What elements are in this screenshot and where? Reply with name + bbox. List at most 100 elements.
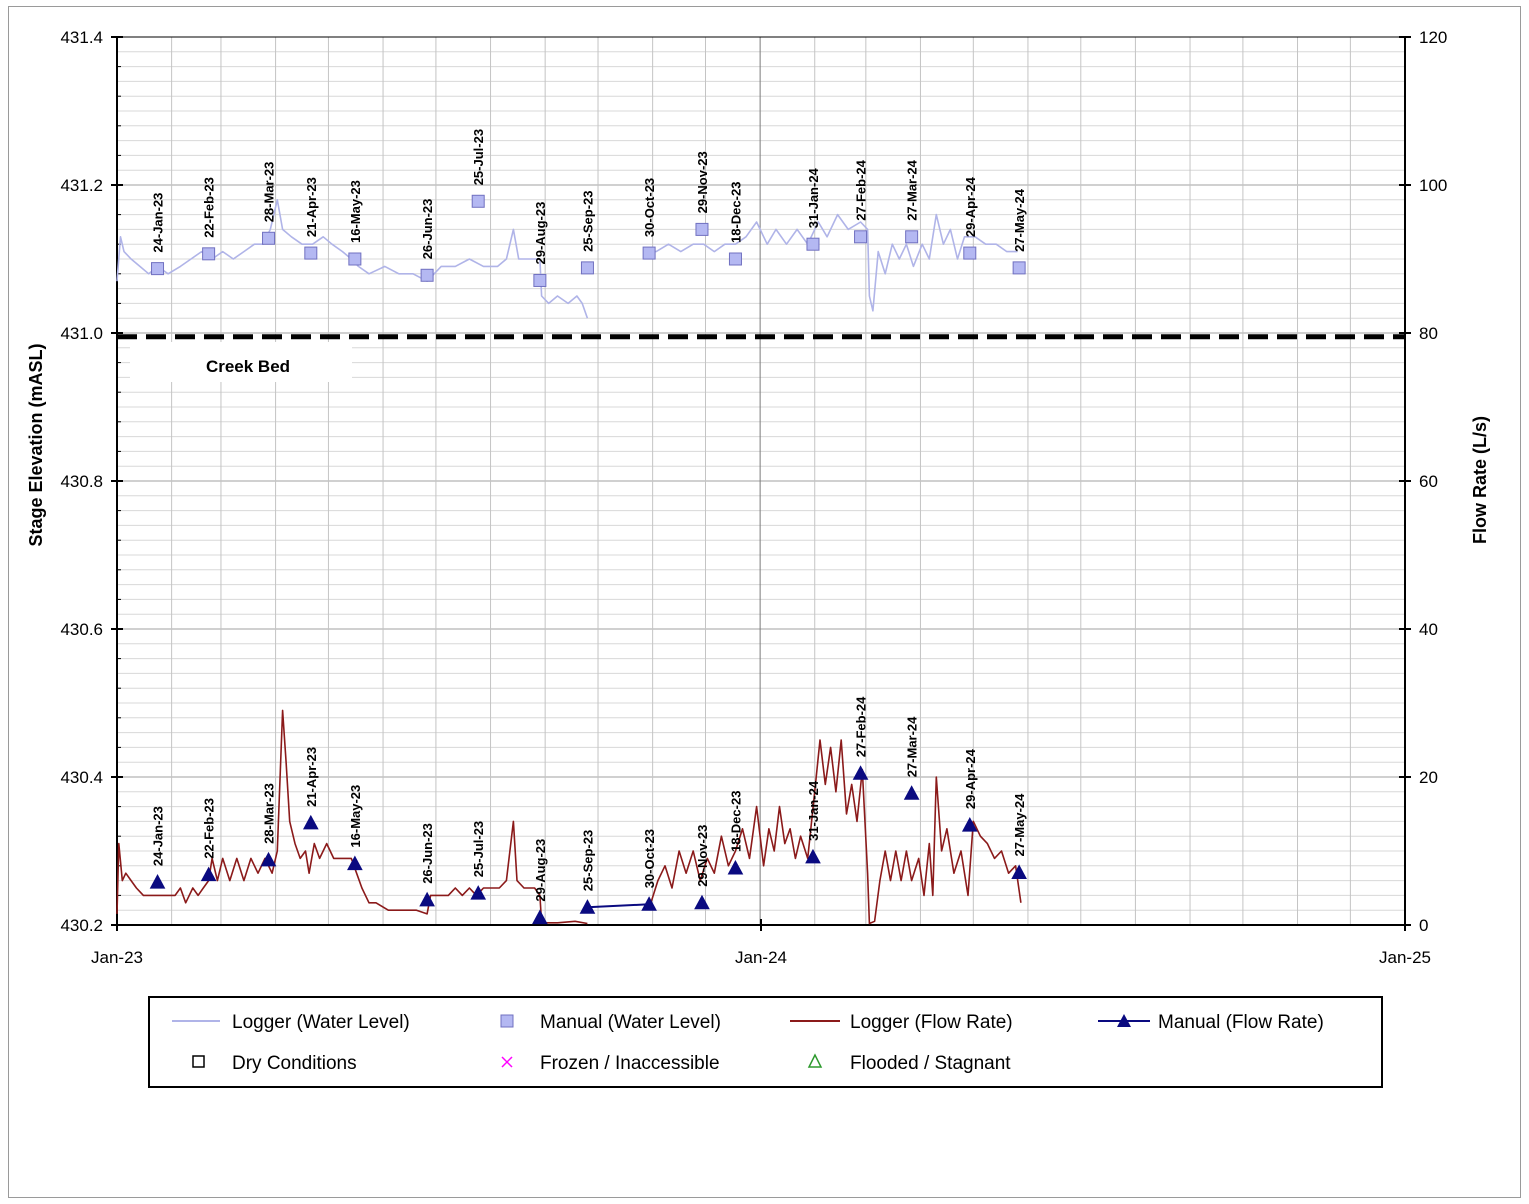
water-level-date-label: 27-Mar-24 [905, 159, 920, 220]
water-level-date-label: 21-Apr-23 [304, 177, 319, 237]
creek-bed-label-box [130, 342, 352, 382]
y-left-tick-label: 431.2 [60, 176, 103, 195]
flow-rate-date-label: 21-Apr-23 [304, 747, 319, 807]
legend-label: Flooded / Stagnant [850, 1053, 1011, 1074]
flow-rate-date-label: 24-Jan-23 [151, 806, 166, 866]
y-right-tick-label: 100 [1419, 176, 1447, 195]
water-level-date-label: 29-Aug-23 [533, 202, 548, 265]
flow-rate-date-label: 27-Mar-24 [905, 716, 920, 777]
y-left-tick-label: 430.2 [60, 916, 103, 935]
manual-water-level-marker [580, 261, 594, 275]
manual-water-level-marker [151, 262, 165, 276]
manual-water-level-marker [728, 252, 742, 266]
manual-flow-rate-marker [903, 785, 920, 800]
manual-flow-rate-marker [1011, 864, 1027, 879]
flow-rate-date-label: 25-Jul-23 [471, 821, 486, 877]
axes: 430.2 430.4 430.6 430.8 431.0 431.2 431.4 0 20 40… [60, 28, 1447, 967]
manual-flow-rate-marker [260, 851, 277, 867]
manual-water-level-marker [1012, 261, 1026, 275]
manual-flow-rate-marker [200, 866, 217, 882]
x-tick-label: Jan-24 [735, 948, 787, 967]
date-annotations: 24-Jan-23 22-Feb-23 28-Mar-23 21-Apr-23 16-M… [151, 129, 1028, 902]
flow-rate-date-label: 27-Feb-24 [854, 696, 869, 757]
manual-flow-rate-marker [149, 874, 166, 889]
legend-label: Manual (Flow Rate) [1158, 1012, 1324, 1033]
manual-flow-rate-marker [641, 896, 657, 911]
flow-rate-date-label: 29-Aug-23 [533, 839, 548, 902]
legend: Logger (Water Level) Manual (Water Level)… [148, 996, 1383, 1088]
logger-water-level-line [645, 213, 1018, 312]
legend-flooded-swatch [807, 1053, 823, 1068]
y-left-tick-label: 430.8 [60, 472, 103, 491]
manual-flow-rate-marker [805, 848, 821, 864]
y-axis-left-label: Stage Elevation (mASL) [26, 343, 46, 546]
manual-flow-rate-marker [302, 814, 319, 830]
manual-water-level-marker [304, 246, 318, 260]
y-right-tick-label: 120 [1419, 28, 1447, 47]
flow-rate-date-label: 16-May-23 [348, 785, 363, 848]
flow-rate-date-label: 18-Dec-23 [729, 791, 744, 852]
manual-water-level-marker [202, 247, 216, 261]
flow-rate-date-label: 26-Jun-23 [420, 823, 435, 884]
legend-label: Logger (Flow Rate) [850, 1012, 1013, 1033]
y-right-tick-label: 80 [1419, 324, 1438, 343]
manual-water-level-marker [963, 246, 977, 260]
water-level-date-label: 27-May-24 [1012, 188, 1027, 252]
flow-rate-date-label: 30-Oct-23 [642, 829, 657, 888]
chart-frame [8, 6, 1521, 1198]
manual-water-level-marker [642, 246, 656, 260]
logger-flow-rate-line [116, 709, 588, 925]
water-level-date-label: 25-Sep-23 [580, 190, 595, 251]
y-left-tick-label: 430.4 [60, 768, 103, 787]
y-right-tick-label: 40 [1419, 620, 1438, 639]
legend-manual-flow-rate-swatch [1117, 1014, 1131, 1027]
water-level-date-label: 29-Apr-24 [963, 176, 978, 237]
flow-rate-date-label: 27-May-24 [1012, 793, 1027, 857]
water-level-date-label: 26-Jun-23 [420, 199, 435, 260]
manual-water-level-marker [420, 268, 434, 282]
water-level-date-label: 28-Mar-23 [262, 162, 277, 223]
y-right-tick-label: 20 [1419, 768, 1438, 787]
legend-manual-water-level-swatch [500, 1014, 514, 1028]
y-axis-right-label: Flow Rate (L/s) [1470, 416, 1490, 544]
manual-water-level-marker [695, 222, 709, 236]
water-level-date-label: 16-May-23 [348, 180, 363, 243]
manual-flow-rate-marker [579, 899, 596, 914]
water-level-date-label: 31-Jan-24 [806, 167, 821, 228]
water-level-date-label: 30-Oct-23 [642, 178, 657, 237]
creek-bed-label: Creek Bed [206, 357, 290, 376]
creek-bed-line: Creek Bed [117, 334, 1405, 382]
y-left-tick-label: 430.6 [60, 620, 103, 639]
water-level-date-label: 22-Feb-23 [202, 177, 217, 238]
manual-water-level-marker [533, 273, 547, 287]
manual-flow-rate-marker [961, 817, 978, 832]
manual-flow-rate-marker [727, 859, 744, 875]
gridlines [117, 37, 1405, 925]
y-right-tick-label: 60 [1419, 472, 1438, 491]
water-level-date-label: 24-Jan-23 [151, 193, 166, 253]
manual-flow-rate-marker [419, 891, 435, 907]
water-level-date-label: 18-Dec-23 [729, 182, 744, 243]
legend-label: Frozen / Inaccessible [540, 1053, 720, 1074]
manual-flow-rate-line [587, 903, 650, 909]
manual-flow-rate-marker [532, 909, 548, 925]
legend-box [148, 996, 1383, 1088]
manual-water-level-marker [806, 237, 820, 251]
logger-water-level-line [116, 199, 589, 319]
x-tick-label: Jan-25 [1379, 948, 1431, 967]
y-left-tick-label: 431.0 [60, 324, 103, 343]
legend-label: Logger (Water Level) [232, 1012, 410, 1033]
manual-water-level-marker [262, 231, 276, 245]
y-right-tick-label: 0 [1419, 916, 1428, 935]
flow-rate-date-label: 29-Nov-23 [695, 825, 710, 887]
manual-flow-rate-marker [852, 765, 869, 780]
manual-flow-rate-marker [470, 885, 487, 900]
manual-water-level-marker [905, 230, 919, 244]
water-level-date-label: 27-Feb-24 [854, 159, 869, 220]
flow-rate-date-label: 25-Sep-23 [580, 830, 595, 891]
legend-label: Dry Conditions [232, 1053, 357, 1074]
legend-frozen-swatch [501, 1056, 513, 1068]
data-series [116, 199, 1022, 925]
manual-water-level-marker [348, 252, 362, 266]
